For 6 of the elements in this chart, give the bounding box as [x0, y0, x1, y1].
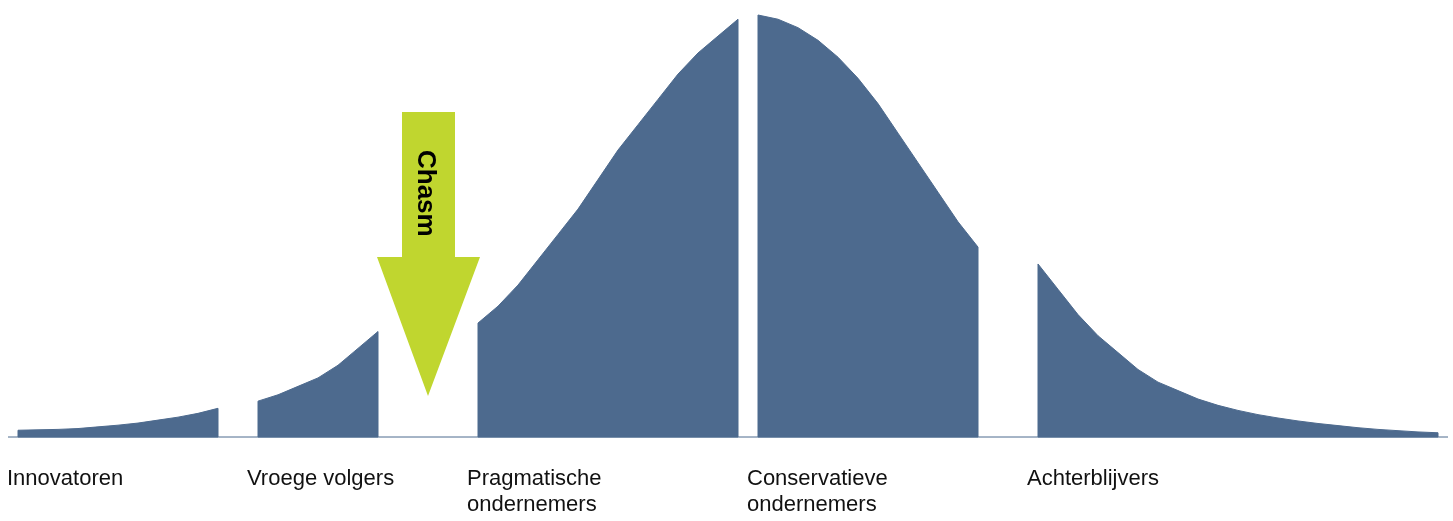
- series-label: Vroege volgers: [247, 465, 395, 490]
- series-label: Pragmatische ondernemers: [467, 465, 602, 516]
- annotation: Chasm: [412, 150, 442, 237]
- series-label: Innovatoren: [7, 465, 124, 490]
- series-label: Conservatieve ondernemers: [747, 465, 888, 516]
- series-label: Achterblijvers: [1027, 465, 1160, 490]
